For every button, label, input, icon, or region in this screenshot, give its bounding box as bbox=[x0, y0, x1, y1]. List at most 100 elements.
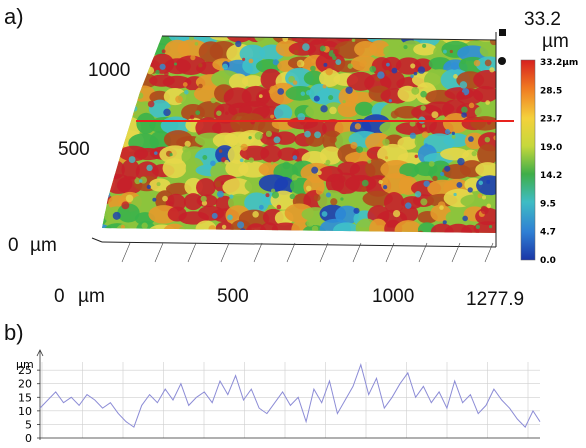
surface-speck bbox=[316, 170, 322, 176]
surface-speck bbox=[258, 94, 263, 98]
surface-speck bbox=[423, 180, 430, 187]
surface-speck bbox=[409, 132, 417, 139]
surface-patch bbox=[183, 193, 203, 211]
surface-speck bbox=[420, 105, 426, 111]
surface-speck bbox=[335, 59, 342, 65]
surface-speck bbox=[169, 152, 173, 157]
surface-speck bbox=[161, 49, 166, 54]
colorbar-tick-label: 9.5 bbox=[540, 199, 556, 209]
y-axis-unit: µm bbox=[30, 235, 57, 256]
surface-speck bbox=[305, 185, 312, 192]
surface-speck bbox=[248, 157, 255, 163]
surface-speck bbox=[321, 211, 328, 217]
surface-speck bbox=[254, 131, 263, 140]
floor-grid-line bbox=[187, 242, 197, 263]
surface-speck bbox=[468, 136, 474, 142]
surface-speck bbox=[269, 85, 277, 93]
colorbar-ticks: 33.2µm 28.5 23.7 19.0 14.2 9.5 4.7 0.0 bbox=[540, 58, 578, 266]
surface-patch bbox=[474, 105, 496, 119]
surface-speck bbox=[473, 59, 481, 67]
surface-speck bbox=[467, 187, 473, 193]
surface-patch bbox=[242, 57, 263, 75]
surface-speck bbox=[420, 90, 427, 98]
surface-speck bbox=[225, 111, 229, 115]
floor-grid-line bbox=[451, 242, 461, 263]
surface-speck bbox=[461, 112, 467, 118]
surface-speck bbox=[306, 218, 315, 227]
surface-speck bbox=[417, 66, 426, 74]
surface-speck bbox=[125, 194, 134, 203]
surface-speck bbox=[292, 155, 298, 160]
colorbar-tick-label: 19.0 bbox=[540, 143, 562, 153]
surface-speck bbox=[198, 83, 203, 89]
surface-speck bbox=[220, 181, 225, 185]
surface-speck bbox=[224, 159, 230, 165]
surface-speck bbox=[248, 135, 252, 140]
floor-grid-line bbox=[286, 242, 296, 263]
surface-speck bbox=[195, 110, 201, 116]
surface-speck bbox=[313, 95, 320, 102]
surface-speck bbox=[248, 58, 254, 64]
surface-patch bbox=[196, 178, 216, 197]
surface-speck bbox=[377, 71, 385, 79]
surface-patch bbox=[273, 104, 293, 122]
surface-speck bbox=[138, 179, 143, 183]
floor-grid-line bbox=[253, 242, 263, 263]
surface-speck bbox=[288, 75, 295, 83]
surface-speck bbox=[313, 194, 321, 202]
surface-speck bbox=[184, 140, 191, 148]
surface-speck bbox=[314, 131, 322, 139]
surface-patch bbox=[285, 85, 315, 101]
z-unit: µm bbox=[542, 31, 569, 52]
surface-speck bbox=[164, 71, 169, 76]
surface-speck bbox=[252, 211, 259, 218]
surface-patch bbox=[131, 194, 158, 211]
surface-speck bbox=[409, 120, 416, 127]
surface-patch bbox=[228, 73, 249, 91]
surface-speck bbox=[388, 99, 392, 103]
surface-patch bbox=[479, 43, 496, 58]
surface-speck bbox=[414, 154, 419, 159]
surface-speck bbox=[453, 74, 458, 79]
surface-speck bbox=[216, 110, 222, 116]
profile-y-tick-label: 5 bbox=[25, 418, 32, 431]
profile-y-unit: µm bbox=[16, 358, 34, 371]
surface-speck bbox=[291, 174, 298, 181]
x-axis-unit: µm bbox=[78, 286, 105, 307]
surface-speck bbox=[310, 65, 316, 72]
surface-speck bbox=[410, 74, 414, 78]
surface-patch bbox=[121, 159, 140, 180]
surface-speck bbox=[471, 150, 477, 157]
x-tick-max: 1277.9 bbox=[466, 289, 525, 310]
surface-speck bbox=[486, 179, 491, 184]
surface-speck bbox=[462, 215, 468, 222]
surface-patch bbox=[399, 205, 419, 223]
surface-speck bbox=[405, 202, 412, 209]
surface-speck bbox=[265, 193, 270, 198]
surface-speck bbox=[359, 59, 367, 67]
surface-speck bbox=[311, 166, 319, 174]
surface-speck bbox=[443, 49, 447, 54]
surface-speck bbox=[481, 195, 487, 200]
surface-speck bbox=[329, 136, 337, 144]
surface-speck bbox=[184, 89, 189, 95]
surface-speck bbox=[323, 62, 328, 67]
surface-patch bbox=[476, 175, 496, 196]
colorbar bbox=[520, 59, 536, 261]
surface-speck bbox=[311, 58, 316, 63]
surface-patch bbox=[475, 162, 496, 178]
surface-speck bbox=[456, 181, 463, 188]
surface-speck bbox=[328, 94, 334, 101]
z-max-value: 33.2 bbox=[524, 9, 561, 30]
surface-speck bbox=[444, 165, 451, 172]
surface-speck bbox=[484, 59, 492, 67]
panel-b-label: b) bbox=[4, 320, 24, 345]
surface-patch bbox=[162, 158, 187, 179]
floor-grid-line bbox=[352, 242, 362, 263]
surface-speck bbox=[210, 160, 216, 167]
surface-speck bbox=[154, 151, 158, 155]
surface-speck bbox=[271, 191, 279, 199]
corner-square-marker bbox=[499, 29, 506, 36]
surface-patch bbox=[222, 178, 253, 197]
surface-patch bbox=[226, 36, 253, 43]
